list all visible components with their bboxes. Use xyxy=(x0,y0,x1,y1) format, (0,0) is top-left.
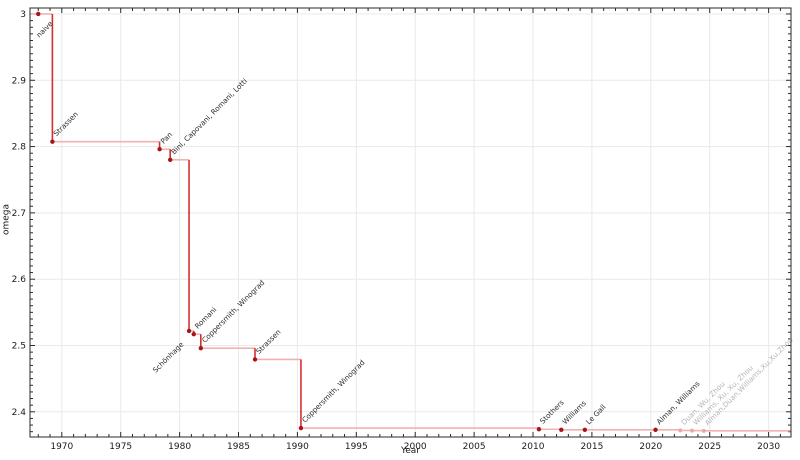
point-label-williams-xu-xu-zhou: Williams, Xu, Xu, Zhou xyxy=(691,363,755,427)
y-tick-label: 2.8 xyxy=(12,143,27,153)
y-tick-label: 2.6 xyxy=(12,275,27,285)
data-point-alman-williams xyxy=(653,427,658,433)
data-point-le-gall xyxy=(582,427,588,433)
x-tick-label: 1980 xyxy=(168,442,191,452)
y-tick-label: 2.5 xyxy=(12,341,26,351)
x-tick-label: 2010 xyxy=(522,442,545,452)
x-tick-label: 2030 xyxy=(757,442,780,452)
y-tick-label: 3 xyxy=(20,10,26,20)
point-label-sch-nhage: Schönhage xyxy=(151,340,186,375)
plot-border xyxy=(29,7,792,438)
point-label-alman-duan-williams-xu-xu-zhou: Alman,Duan,Williams,Xu,Xu,Zhou xyxy=(703,335,795,427)
point-label-bini-capovani-romani-lotti: Bini, Capovani, Romani, Lotti xyxy=(169,77,249,157)
data-point-williams xyxy=(559,427,564,432)
data-point-sch-nhage xyxy=(186,328,192,334)
x-tick-label: 1990 xyxy=(286,442,309,452)
x-tick-label: 1985 xyxy=(227,442,250,452)
point-label-strassen: Strassen xyxy=(254,327,282,355)
data-point-bini-capovani-romani-lotti xyxy=(167,157,173,163)
data-point-naive xyxy=(36,11,41,17)
data-point-duan-wu-zhou xyxy=(678,428,683,433)
y-tick-label: 2.9 xyxy=(12,76,27,86)
data-point-williams-xu-xu-zhou xyxy=(690,428,695,433)
x-axis-title: Year xyxy=(400,446,421,456)
y-axis-title: omega xyxy=(1,203,12,236)
y-tick-label: 2.4 xyxy=(12,408,27,418)
x-tick-label: 1995 xyxy=(345,442,368,452)
x-tick-label: 2020 xyxy=(639,442,662,452)
data-point-stothers xyxy=(536,427,542,432)
point-label-pan: Pan xyxy=(159,130,175,146)
x-tick-label: 2005 xyxy=(463,442,486,452)
data-point-romani xyxy=(191,332,196,337)
y-tick-label: 2.7 xyxy=(12,209,26,219)
data-point-pan xyxy=(157,147,162,152)
data-point-coppersmith-winograd xyxy=(198,345,204,351)
x-tick-label: 1975 xyxy=(109,442,132,452)
data-point-alman-duan-williams-xu-xu-zhou xyxy=(701,428,706,433)
x-tick-label: 2000 xyxy=(404,442,427,452)
point-label-strassen: Strassen xyxy=(51,110,79,138)
data-point-strassen xyxy=(252,357,258,362)
data-point-strassen xyxy=(50,139,55,144)
x-tick-label: 2015 xyxy=(580,442,603,452)
point-label-le-gall: Le Gall xyxy=(584,403,608,427)
x-tick-label: 2025 xyxy=(698,442,721,452)
x-tick-label: 1970 xyxy=(50,442,73,452)
data-point-coppersmith-winograd xyxy=(298,425,304,431)
